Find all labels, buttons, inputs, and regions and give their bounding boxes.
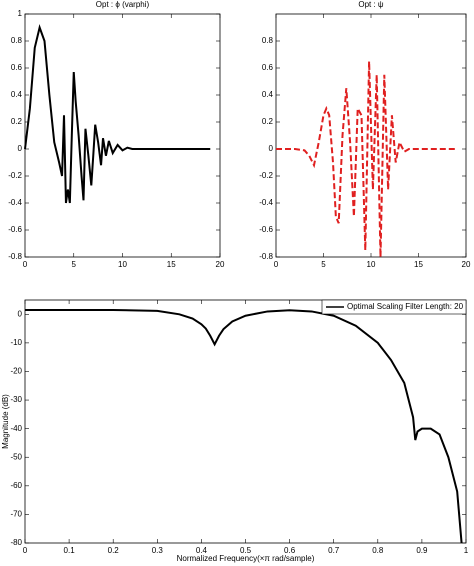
y-tick-label: 0.4: [262, 90, 274, 99]
y-tick-label: 0.4: [11, 90, 23, 99]
y-tick-label: 0: [18, 144, 23, 153]
x-tick-label: 5: [321, 260, 326, 269]
chart-title: Opt : ϕ (varphi): [96, 0, 150, 9]
y-tick-label: -0.6: [259, 225, 273, 234]
y-tick-label: -20: [10, 367, 22, 376]
y-tick-label: 0.8: [11, 36, 23, 45]
y-tick-label: -0.2: [259, 171, 273, 180]
y-tick-label: 0.6: [11, 63, 23, 72]
x-tick-label: 5: [72, 260, 77, 269]
data-line: [25, 309, 463, 544]
x-tick-label: 10: [118, 260, 127, 269]
x-tick-label: 0.2: [108, 546, 120, 555]
y-tick-label: 0.2: [11, 117, 23, 126]
y-tick-label: -60: [10, 481, 22, 490]
y-tick-label: 0: [18, 309, 23, 318]
y-tick-label: -0.8: [259, 252, 273, 261]
x-tick-label: 0: [23, 260, 28, 269]
x-tick-label: 0.4: [196, 546, 208, 555]
y-tick-label: -10: [10, 338, 22, 347]
x-tick-label: 15: [414, 260, 423, 269]
x-tick-label: 10: [367, 260, 376, 269]
y-tick-label: -40: [10, 424, 22, 433]
y-tick-label: -0.4: [8, 198, 22, 207]
x-tick-label: 20: [216, 260, 225, 269]
y-tick-label: 0.8: [262, 36, 274, 45]
x-tick-label: 0.9: [416, 546, 428, 555]
x-axis-label: Normalized Frequency(×π rad/sample): [177, 554, 315, 563]
chart-title: Opt : ψ: [358, 0, 384, 9]
x-tick-label: 0.5: [240, 546, 252, 555]
x-tick-label: 20: [462, 260, 471, 269]
x-tick-label: 0: [23, 546, 28, 555]
y-tick-label: 0.2: [262, 117, 274, 126]
y-tick-label: 0: [269, 144, 274, 153]
y-tick-label: -50: [10, 452, 22, 461]
y-axis-label: Magnitude (dB): [1, 394, 10, 449]
x-tick-label: 15: [167, 260, 176, 269]
x-tick-label: 0: [274, 260, 279, 269]
y-tick-label: 0.6: [262, 63, 274, 72]
x-tick-label: 0.3: [152, 546, 164, 555]
legend-box: [321, 299, 467, 315]
legend-label: Optimal Scaling Filter Length: 20: [347, 302, 464, 311]
y-tick-label: -0.4: [259, 198, 273, 207]
x-tick-label: 0.7: [328, 546, 340, 555]
y-tick-label: -0.2: [8, 171, 22, 180]
data-line: [24, 24, 211, 204]
plot-area: [275, 13, 467, 258]
y-tick-label: -0.8: [8, 252, 22, 261]
plot-area: [24, 299, 467, 544]
x-tick-label: 0.1: [64, 546, 76, 555]
x-tick-label: 0.8: [372, 546, 384, 555]
data-line: [276, 61, 457, 258]
y-tick-label: 1: [18, 9, 23, 18]
y-tick-label: -30: [10, 395, 22, 404]
y-tick-label: -70: [10, 510, 22, 519]
x-tick-label: 1: [464, 546, 469, 555]
y-tick-label: -80: [10, 538, 22, 547]
y-tick-label: -0.6: [8, 225, 22, 234]
x-tick-label: 0.6: [284, 546, 296, 555]
